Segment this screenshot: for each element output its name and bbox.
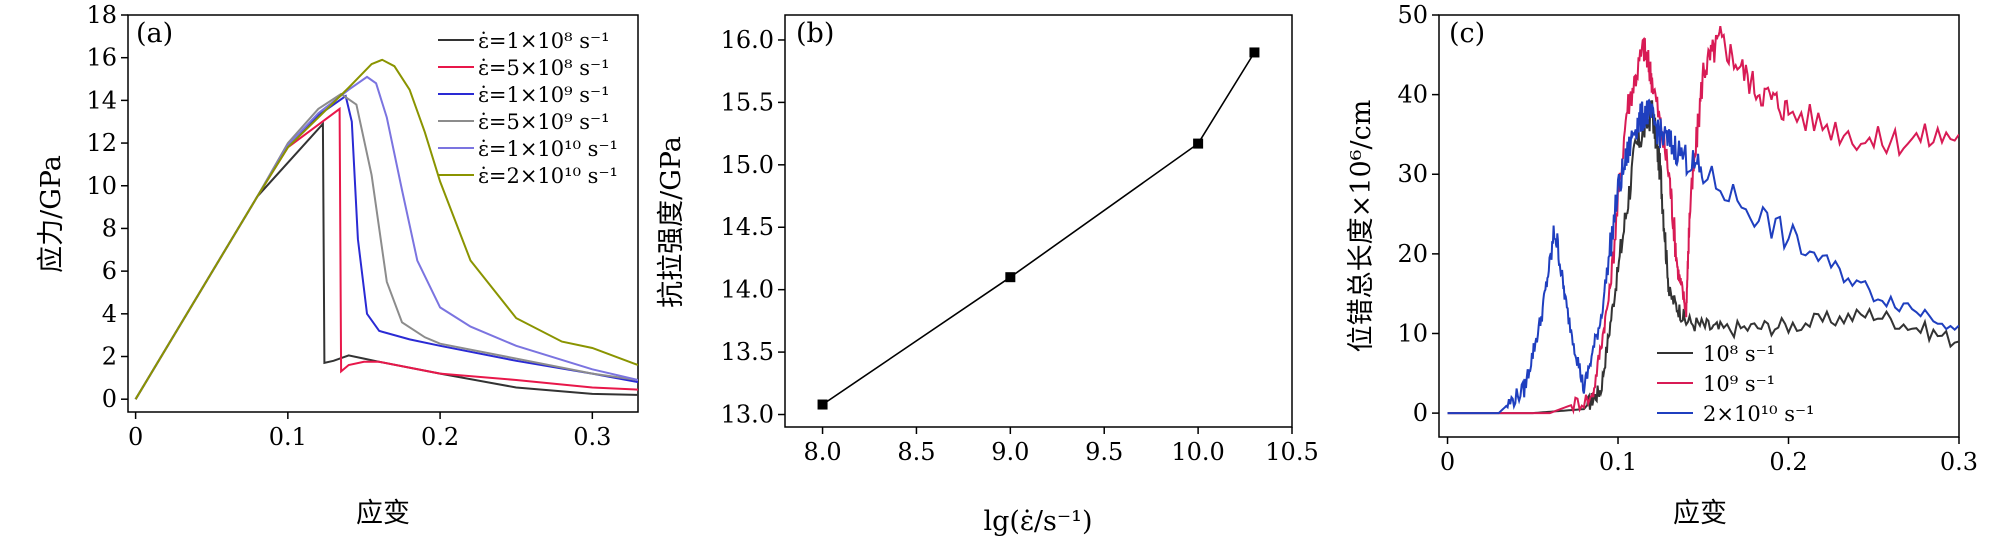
y-tick-label: 10 [1397, 319, 1428, 347]
x-tick-label: 10.0 [1171, 438, 1224, 466]
y-tick-label: 14.0 [721, 276, 774, 304]
y-tick-label: 8 [102, 214, 117, 242]
legend-label: ε̇=1×10⁸ s⁻¹ [478, 29, 610, 53]
series-line-2 [1447, 26, 1959, 415]
panel-a-frame [127, 14, 639, 413]
panel-a: 0 0.1 0.2 0.3 0 2 4 6 8 10 12 14 16 18 ε̇=1×10⁸ s⁻¹ ε̇=… [86, 1, 639, 451]
data-point [1193, 138, 1204, 149]
y-tick-label: 14 [86, 86, 117, 114]
panel-b-xlabel: lg(ε̇/s⁻¹) [983, 506, 1092, 536]
y-tick-label: 12 [86, 129, 117, 157]
x-tick-label: 0 [128, 423, 143, 451]
legend-label: ε̇=5×10⁸ s⁻¹ [478, 56, 610, 80]
series-line-3 [1447, 98, 1959, 415]
x-tick-label: 9.0 [991, 438, 1029, 466]
panel-c-xlabel: 应变 [1673, 498, 1727, 529]
y-tick-label: 4 [102, 300, 117, 328]
y-tick-label: 15.5 [721, 88, 774, 116]
x-tick-label: 0 [1440, 448, 1455, 476]
panel-c: 0 0.1 0.2 0.3 0 10 20 30 40 50 10⁸ s⁻¹ 10⁹ s⁻¹ 2×10¹… [1397, 1, 1978, 476]
legend-label: ε̇=1×10¹⁰ s⁻¹ [478, 137, 618, 161]
x-tick-label: 8.5 [897, 438, 935, 466]
series-line-1 [134, 121, 638, 400]
y-tick-label: 14.5 [721, 213, 774, 241]
y-tick-label: 2 [102, 343, 117, 371]
panel-c-tag: (c) [1449, 18, 1485, 49]
legend-label: 10⁹ s⁻¹ [1703, 372, 1775, 396]
x-tick-label: 0.2 [1769, 448, 1807, 476]
legend-label: 10⁸ s⁻¹ [1703, 342, 1775, 366]
y-tick-label: 6 [102, 257, 117, 285]
x-tick-label: 8.0 [803, 438, 841, 466]
y-tick-label: 10 [86, 172, 117, 200]
x-tick-label: 0.3 [573, 423, 611, 451]
series-line-6 [134, 58, 638, 400]
data-point [817, 399, 828, 410]
y-tick-label: 30 [1397, 160, 1428, 188]
panel-b-plot-area [817, 47, 1260, 410]
panel-c-frame [1438, 14, 1960, 438]
legend-label: 2×10¹⁰ s⁻¹ [1703, 402, 1814, 426]
x-tick-label: 9.5 [1085, 438, 1123, 466]
y-tick-label: 13.5 [721, 338, 774, 366]
y-tick-label: 13.0 [721, 401, 774, 429]
panel-a-xlabel: 应变 [356, 498, 410, 529]
y-tick-label: 40 [1397, 81, 1428, 109]
data-point [1005, 272, 1016, 283]
x-tick-label: 0.2 [421, 423, 459, 451]
x-tick-label: 0.3 [1940, 448, 1978, 476]
legend-label: ε̇=1×10⁹ s⁻¹ [478, 83, 610, 107]
legend-label: ε̇=5×10⁹ s⁻¹ [478, 110, 610, 134]
series-line-5 [134, 75, 638, 400]
panel-b-ylabel: 抗拉强度/GPa [656, 136, 687, 308]
series-line-4 [134, 92, 638, 400]
panel-a-plot-area [134, 58, 638, 400]
y-tick-label: 15.0 [721, 151, 774, 179]
y-tick-label: 0 [1413, 399, 1428, 427]
panel-c-ylabel: 位错总长度×10⁶/cm [1346, 100, 1377, 353]
series-line [822, 52, 1256, 406]
panel-a-ylabel: 应力/GPa [36, 155, 67, 273]
x-tick-label: 0.1 [269, 423, 307, 451]
y-tick-label: 18 [86, 1, 117, 29]
panel-b: 8.0 8.5 9.0 9.5 10.0 10.5 13.0 13.5 14.0 14.5 15.0… [721, 14, 1319, 466]
x-tick-label: 0.1 [1599, 448, 1637, 476]
panel-b-tag: (b) [796, 18, 834, 49]
y-tick-label: 20 [1397, 240, 1428, 268]
y-tick-label: 50 [1397, 1, 1428, 29]
legend-label: ε̇=2×10¹⁰ s⁻¹ [478, 164, 618, 188]
data-point [1249, 47, 1260, 58]
panel-b-frame [784, 14, 1293, 428]
y-tick-label: 16 [86, 44, 117, 72]
x-tick-label: 10.5 [1265, 438, 1318, 466]
y-tick-label: 0 [102, 385, 117, 413]
y-tick-label: 16.0 [721, 26, 774, 54]
panel-c-plot-area [1447, 26, 1959, 415]
panel-a-tag: (a) [136, 18, 173, 49]
